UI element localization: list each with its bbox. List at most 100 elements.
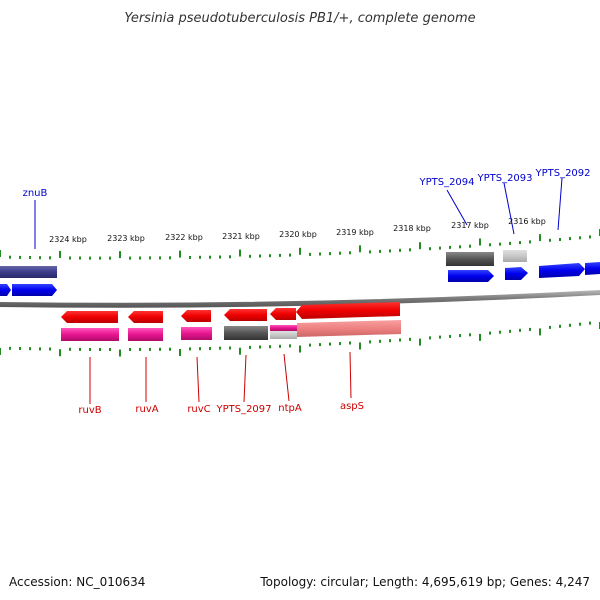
gene-label-YPTS_2093[interactable]: YPTS_2093 [476, 173, 532, 184]
gene-label-ntpA[interactable]: ntpA [278, 403, 302, 414]
gene-feature[interactable] [270, 331, 297, 339]
map-title: Yersinia pseudotuberculosis PB1/+, compl… [124, 11, 475, 26]
gene-feature[interactable] [0, 266, 57, 278]
gene-label-YPTS_2092[interactable]: YPTS_2092 [534, 168, 590, 179]
minor-tick [339, 251, 341, 255]
minor-tick [589, 321, 591, 325]
gene-feature[interactable] [181, 310, 211, 322]
gene-label-ruvB[interactable]: ruvB [78, 405, 101, 416]
gene-feature[interactable] [296, 302, 400, 319]
minor-tick [29, 256, 31, 259]
minor-tick [429, 247, 431, 251]
major-tick [179, 250, 181, 258]
ruler-tick-label: 2317 kbp [451, 221, 489, 230]
gene-feature[interactable] [539, 263, 585, 278]
gene-feature[interactable] [505, 267, 528, 280]
minor-tick [49, 347, 51, 351]
gene-feature[interactable] [61, 311, 118, 323]
ruler-tick-label: 2324 kbp [49, 235, 87, 244]
ruler-tick-label: 2318 kbp [393, 224, 431, 233]
minor-tick [39, 256, 41, 260]
major-tick [299, 345, 301, 353]
minor-tick [589, 235, 591, 239]
minor-tick [459, 245, 461, 249]
gene-feature[interactable] [448, 270, 494, 282]
gene-label-YPTS_2094[interactable]: YPTS_2094 [418, 177, 474, 188]
ruler-tick-label: 2319 kbp [336, 228, 374, 237]
minor-tick [19, 255, 21, 259]
callout-line [283, 353, 290, 402]
gene-feature[interactable] [503, 250, 527, 262]
ruler-tick-label: 2316 kbp [508, 217, 546, 226]
minor-tick [469, 244, 471, 248]
minor-tick [519, 328, 521, 332]
minor-tick [229, 255, 231, 259]
gene-feature[interactable] [181, 327, 212, 340]
gene-label-aspS[interactable]: aspS [340, 401, 364, 412]
minor-tick [149, 256, 151, 260]
minor-tick [29, 347, 31, 351]
gene-label-YPTS_2097[interactable]: YPTS_2097 [215, 404, 271, 415]
minor-tick [379, 339, 381, 343]
reverse-strand-features [61, 302, 401, 341]
gene-feature[interactable] [61, 328, 119, 341]
minor-tick [69, 347, 71, 351]
callout-line [557, 177, 563, 231]
minor-tick [219, 255, 221, 259]
minor-tick [499, 330, 501, 334]
major-tick [179, 349, 181, 356]
minor-tick [549, 238, 551, 242]
minor-tick [329, 252, 331, 256]
minor-tick [349, 251, 351, 255]
ruler-tick-label: 2320 kbp [279, 230, 317, 239]
minor-tick [569, 237, 571, 241]
minor-tick [449, 245, 451, 249]
gene-feature[interactable] [224, 326, 268, 340]
gene-feature[interactable] [224, 309, 267, 321]
gene-feature[interactable] [446, 252, 494, 266]
minor-tick [39, 347, 41, 351]
gene-feature[interactable] [0, 284, 11, 296]
gene-feature[interactable] [12, 284, 57, 296]
callout-line [349, 351, 352, 399]
minor-tick [439, 335, 441, 339]
minor-tick [409, 337, 411, 341]
minor-tick [279, 344, 281, 348]
callout-line [446, 189, 468, 226]
major-tick [0, 348, 1, 355]
minor-tick [579, 236, 581, 240]
minor-tick [149, 347, 151, 351]
minor-tick [489, 243, 491, 247]
minor-tick [49, 256, 51, 260]
minor-tick [139, 256, 141, 260]
minor-tick [249, 345, 251, 349]
minor-tick [399, 338, 401, 342]
reverse-gene-callouts: ruvB ruvA ruvC YPTS_2097 ntpA aspS [78, 351, 364, 416]
minor-tick [249, 254, 251, 258]
minor-tick [19, 347, 21, 350]
gene-feature[interactable] [128, 311, 163, 323]
gene-feature[interactable] [128, 328, 163, 341]
gene-feature[interactable] [297, 320, 401, 337]
gene-label-ruvC[interactable]: ruvC [187, 404, 210, 415]
gene-label-ruvA[interactable]: ruvA [135, 404, 158, 415]
minor-tick [99, 256, 101, 260]
genome-summary-text: Topology: circular; Length: 4,695,619 bp… [259, 575, 590, 589]
minor-tick [259, 345, 261, 349]
gene-feature[interactable] [270, 308, 296, 320]
forward-gene-callouts: znuB YPTS_2094 YPTS_2093 YPTS_2092 [23, 168, 591, 249]
gene-feature[interactable] [270, 325, 297, 331]
minor-tick [199, 255, 201, 259]
minor-tick [379, 249, 381, 253]
ruler-labels: 2324 kbp 2323 kbp 2322 kbp 2321 kbp 2320… [49, 217, 546, 244]
inner-tick-track [0, 321, 600, 357]
minor-tick [449, 334, 451, 338]
genome-backbone [0, 290, 600, 308]
minor-tick [269, 254, 271, 258]
major-tick [479, 333, 481, 341]
ruler-tick-label: 2323 kbp [107, 234, 145, 243]
minor-tick [439, 246, 441, 250]
gene-label-znuB[interactable]: znuB [23, 188, 48, 199]
minor-tick [369, 250, 371, 254]
gene-feature[interactable] [585, 262, 600, 275]
